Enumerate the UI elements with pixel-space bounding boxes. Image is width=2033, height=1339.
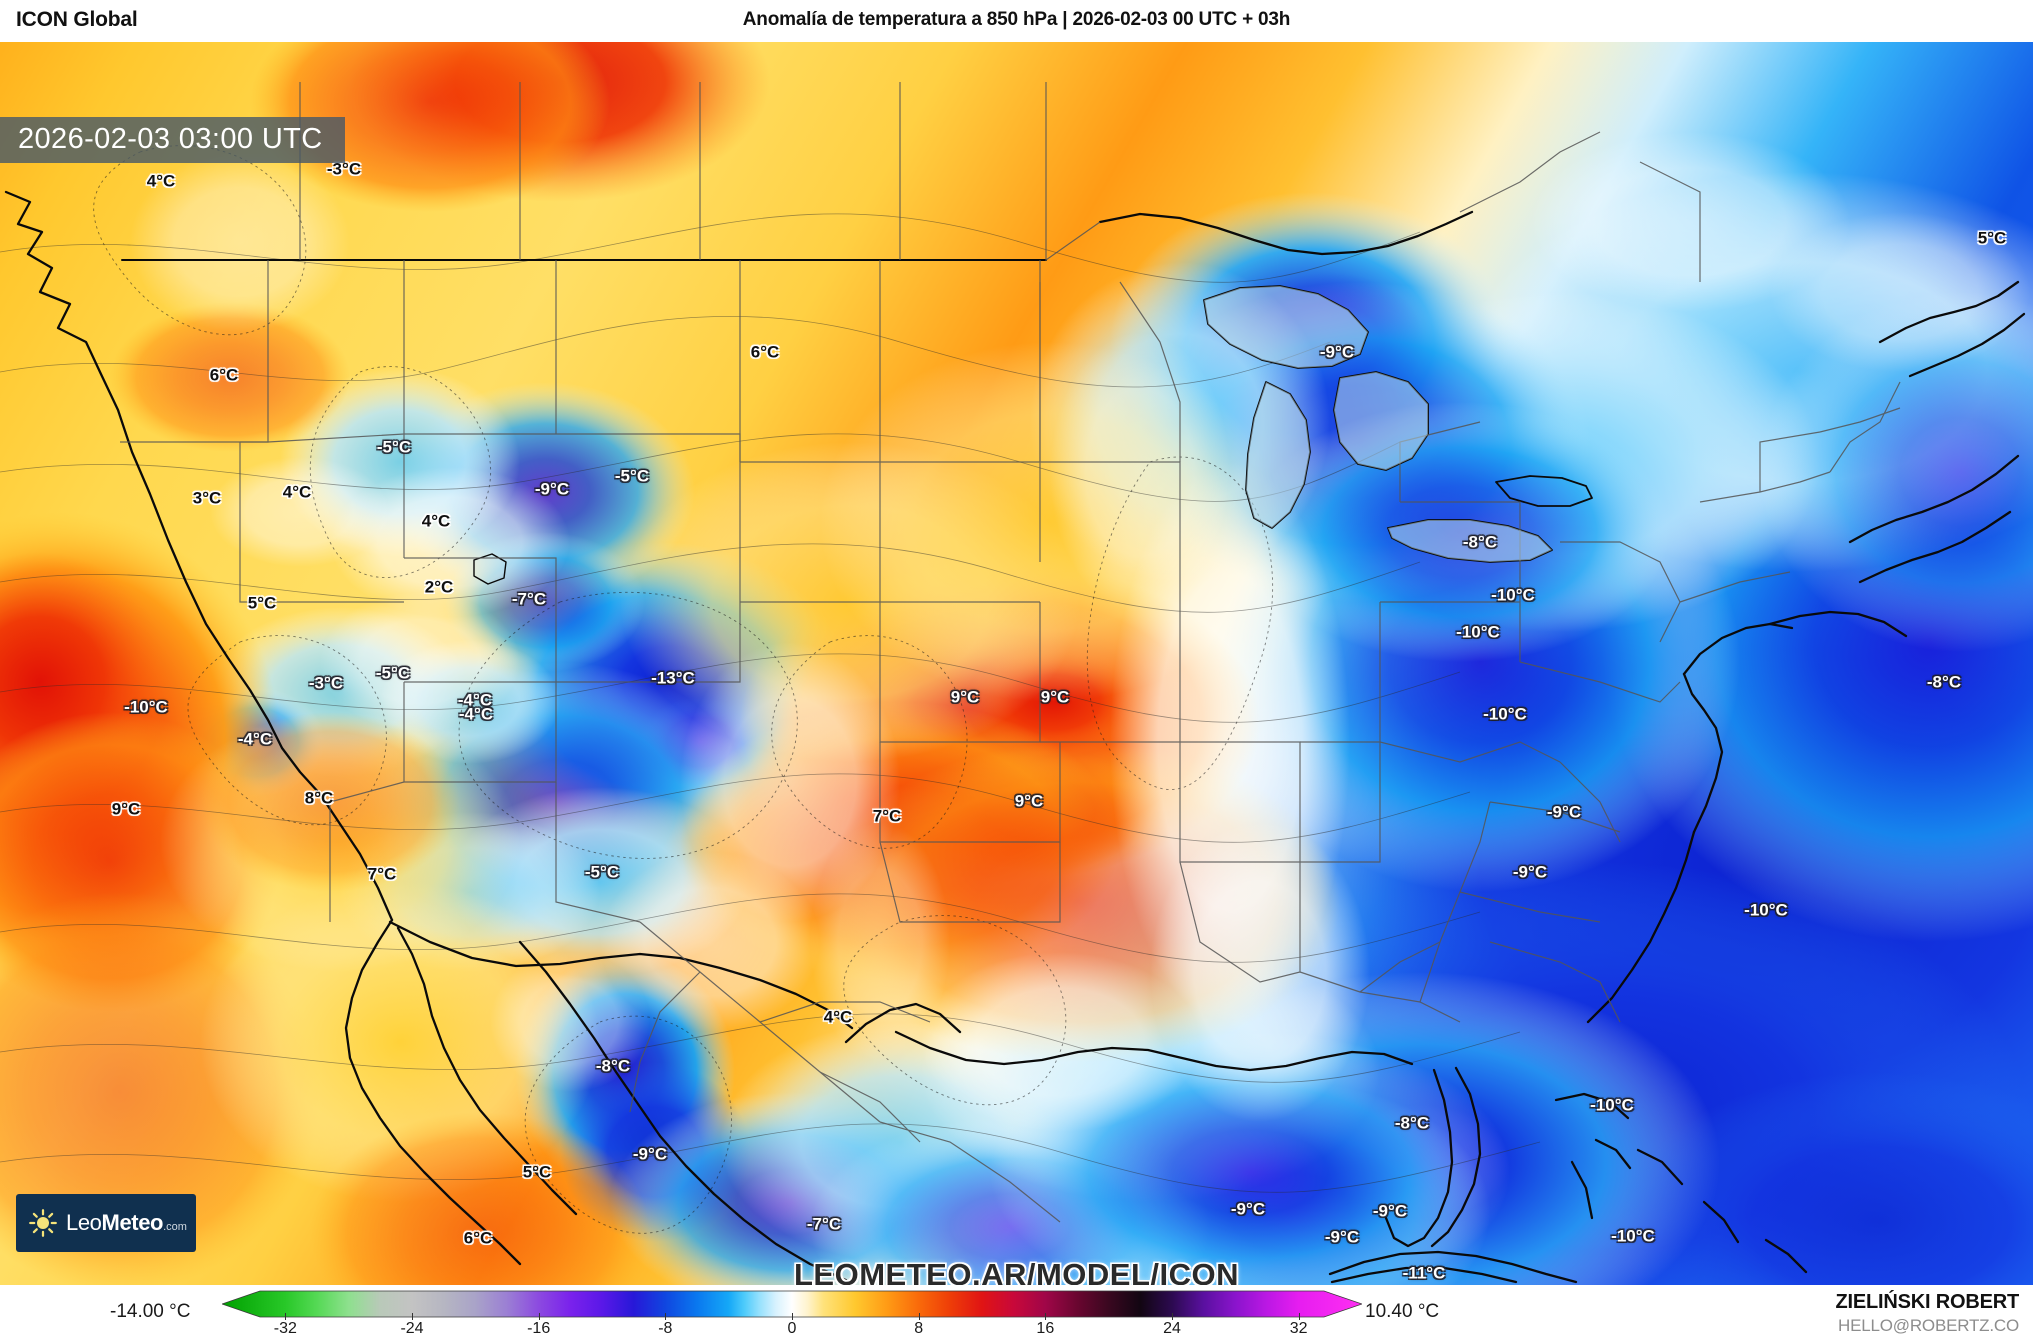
temp-contour-label: -10°C [1744, 900, 1788, 920]
temp-contour-label: -10°C [1590, 1095, 1634, 1115]
colorbar-tick-mark [792, 1313, 793, 1320]
temp-contour-label: -7°C [806, 1214, 842, 1234]
temp-contour-label: -13°C [651, 668, 695, 688]
temp-contour-label: -10°C [1483, 704, 1527, 724]
valid-time-badge: 2026-02-03 03:00 UTC [0, 117, 345, 164]
colorbar-tick-mark [538, 1313, 540, 1320]
map-viewport[interactable]: 2026-02-03 03:00 UTC 4°C -3°C 5°C 6°C 6°C -9°… [0, 42, 2033, 1285]
temp-contour-label: -5°C [376, 437, 412, 457]
temp-contour-label: -4°C [458, 704, 494, 724]
temp-contour-label: -9°C [1324, 1227, 1360, 1247]
credit-email[interactable]: HELLO@ROBERTZ.CO [1838, 1316, 2019, 1335]
temp-contour-label: 8°C [304, 788, 334, 808]
temp-contour-label: 6°C [463, 1228, 493, 1248]
temp-contour-label: 7°C [872, 806, 902, 826]
colorbar-min-label: -14.00 °C [110, 1301, 191, 1322]
colorbar-tick-label: -32 [273, 1320, 297, 1337]
colorbar-tick-label: -16 [527, 1320, 551, 1337]
temp-contour-label: -4°C [237, 729, 273, 749]
temp-contour-label: 4°C [421, 511, 451, 531]
logo-text-leo: Leo [66, 1210, 102, 1235]
temp-contour-label: -9°C [1319, 342, 1355, 362]
temp-contour-label: -10°C [1611, 1226, 1655, 1246]
temp-contour-label: -9°C [1230, 1199, 1266, 1219]
colorbar[interactable]: -32 -24 -16 -8 0 8 16 24 32 [222, 1289, 1362, 1337]
colorbar-tick-mark [285, 1313, 287, 1320]
temp-contour-label: -10°C [1491, 585, 1535, 605]
colorbar-tick-label: 32 [1289, 1320, 1308, 1337]
temp-contour-label: -5°C [614, 466, 650, 486]
temp-contour-label: 5°C [247, 593, 277, 613]
temp-contour-label: -3°C [308, 673, 344, 693]
temp-contour-label: -8°C [1926, 672, 1962, 692]
colorbar-tick-label: 24 [1163, 1320, 1181, 1337]
colorbar-tick-mark [1172, 1313, 1173, 1320]
colorbar-tick-label: -24 [400, 1320, 424, 1337]
temp-contour-label: -7°C [511, 589, 547, 609]
temp-contour-label: -10°C [1456, 622, 1500, 642]
temp-contour-label: -9°C [534, 479, 570, 499]
colorbar-tick-label: 8 [914, 1320, 924, 1337]
temp-contour-label: 4°C [282, 482, 312, 502]
temp-contour-label: -9°C [1546, 802, 1582, 822]
temp-contour-label: -8°C [595, 1056, 631, 1076]
leometeo-logo[interactable]: LeoMeteo.com [16, 1194, 196, 1252]
temp-contour-label: -5°C [584, 862, 620, 882]
temp-contour-label: -10°C [124, 697, 168, 717]
page-title: Anomalía de temperatura a 850 hPa | 2026… [742, 9, 1291, 30]
temp-contour-label: 9°C [1040, 687, 1070, 707]
colorbar-tick-mark [918, 1313, 920, 1320]
colorbar-tick-label: 16 [1036, 1320, 1055, 1337]
logo-text-meteo: Meteo [101, 1210, 164, 1235]
temp-contour-label: -11°C [1402, 1263, 1446, 1283]
site-watermark: LEOMETEO.AR/MODEL/ICON [794, 1257, 1239, 1285]
temp-contour-label: -3°C [326, 159, 362, 179]
colorbar-tick-mark [1045, 1313, 1047, 1320]
colorbar-tick-mark [1298, 1313, 1300, 1320]
temp-contour-label: 6°C [209, 365, 239, 385]
temp-contour-label: 7°C [367, 864, 397, 884]
colorbar-tick-mark [412, 1313, 413, 1320]
temp-contour-label: -5°C [375, 663, 411, 683]
colorbar-tick-label: 0 [787, 1320, 797, 1337]
credit-author: ZIELIŃSKI ROBERT [1835, 1291, 2020, 1313]
temp-contour-label: 2°C [424, 577, 454, 597]
colorbar-max-label: 10.40 °C [1365, 1301, 1440, 1322]
colorbar-tick-label: -8 [658, 1320, 673, 1337]
temperature-anomaly-field [0, 42, 2033, 1285]
colorbar-tick-mark [665, 1313, 667, 1320]
temp-contour-label: -9°C [1372, 1201, 1408, 1221]
sun-icon [28, 1208, 58, 1238]
model-name-label: ICON Global [16, 8, 138, 31]
logo-wordmark: LeoMeteo.com [66, 1210, 187, 1236]
temp-contour-label: -9°C [1512, 862, 1548, 882]
temp-contour-label: 3°C [192, 488, 222, 508]
temp-contour-label: 9°C [950, 687, 980, 707]
temp-contour-label: 5°C [522, 1162, 552, 1182]
temp-contour-label: -8°C [1462, 532, 1498, 552]
temp-contour-label: 9°C [111, 799, 141, 819]
temp-contour-label: 9°C [1014, 791, 1044, 811]
temp-contour-label: 4°C [146, 171, 176, 191]
temp-contour-label: -8°C [1394, 1113, 1430, 1133]
temp-contour-label: -9°C [632, 1144, 668, 1164]
temp-contour-label: 4°C [823, 1007, 853, 1027]
footer-bar: -14.00 °C -32 -24 -16 -8 0 8 16 24 32 10.40 °C Z… [0, 1285, 2033, 1339]
temp-contour-label: -4°C [457, 690, 493, 710]
temp-contour-label: 6°C [750, 342, 780, 362]
temp-contour-label: 5°C [1977, 228, 2007, 248]
header-bar: ICON Global Anomalía de temperatura a 85… [0, 0, 2033, 42]
logo-text-domain: .com [163, 1221, 187, 1233]
